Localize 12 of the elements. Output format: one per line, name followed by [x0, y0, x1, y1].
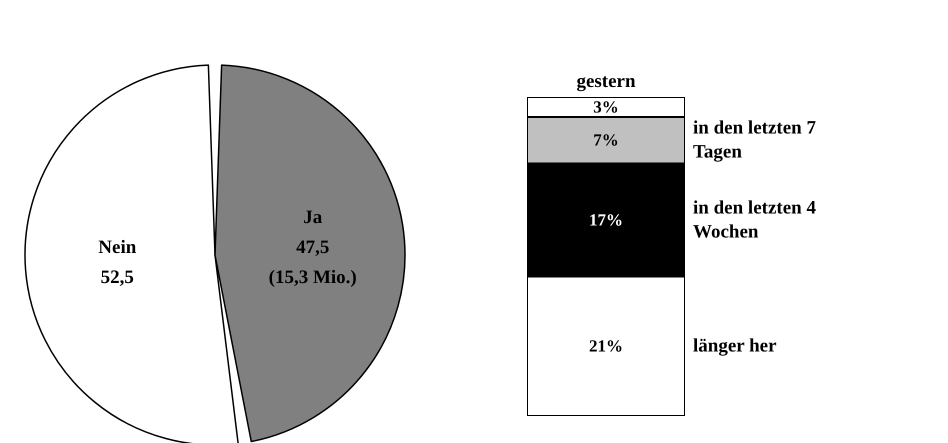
data-label: 7%: [593, 130, 619, 150]
slice-label: Ja: [303, 206, 323, 228]
slice-label: Nein: [98, 237, 137, 258]
series-label: gestern: [576, 71, 636, 92]
data-label: 21%: [589, 336, 623, 356]
series-label: in den letzten 4 Wochen: [693, 197, 821, 242]
data-label: 17%: [589, 210, 623, 230]
data-label: 3%: [593, 97, 619, 116]
series-label: länger her: [693, 336, 778, 357]
data-label: 47,5 (15,3 Mio.): [268, 236, 357, 288]
series-label: in den letzten 7 Tagen: [693, 118, 821, 163]
data-label: 52,5: [100, 267, 134, 288]
